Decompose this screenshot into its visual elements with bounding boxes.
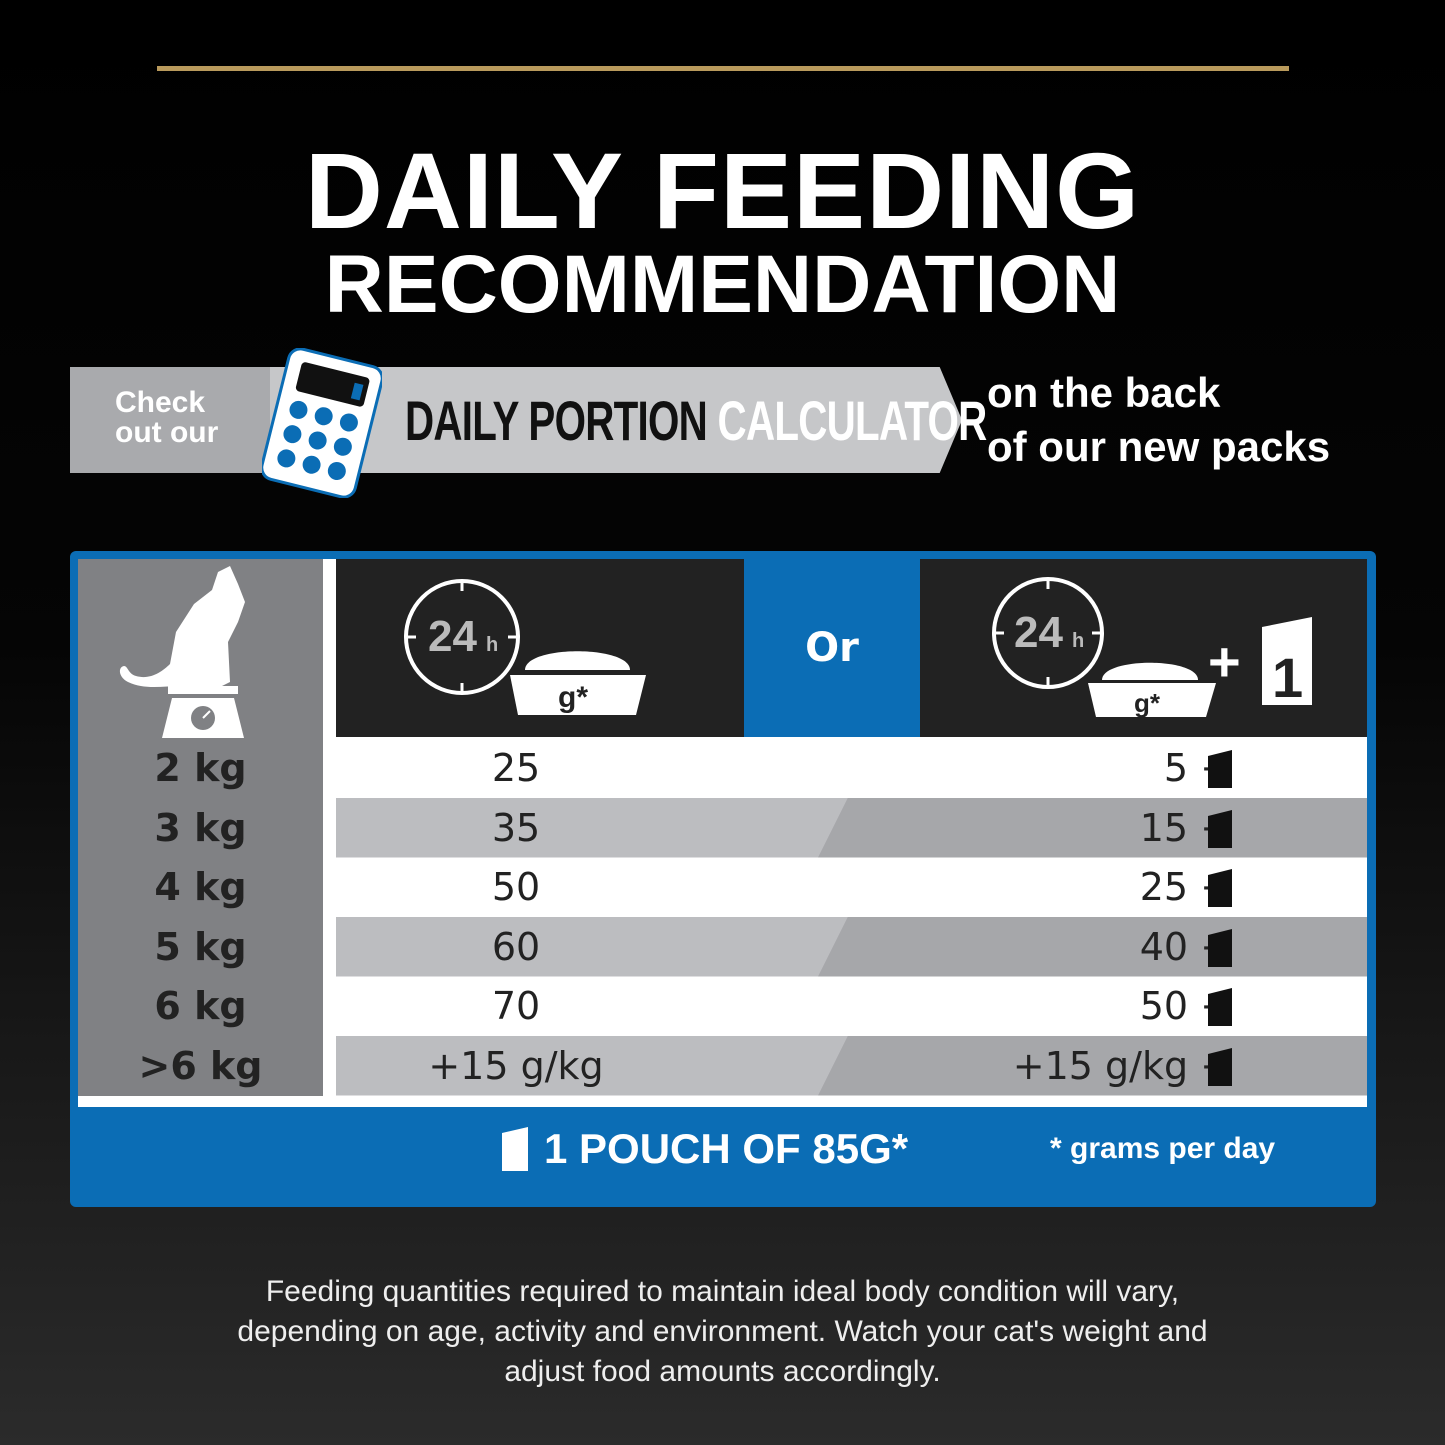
- disclaimer-line: adjust food amounts accordingly.: [504, 1355, 941, 1388]
- banner-left-panel: [70, 367, 270, 473]
- row-bg-right: [818, 976, 1367, 1036]
- or-separator: Or: [744, 559, 920, 737]
- bowl-label: g*: [1134, 688, 1161, 718]
- weight-cell: 6 kg: [78, 976, 323, 1036]
- dry-only-value: 60: [491, 924, 541, 969]
- row-bg-right: [818, 738, 1367, 798]
- pouch-icon: [1208, 928, 1232, 967]
- dry-only-value: 50: [491, 865, 541, 909]
- grams-note: * grams per day: [1050, 1132, 1276, 1165]
- calculator-icon: [262, 348, 382, 498]
- table-row: 6 kg 70 50 +: [78, 976, 1367, 1036]
- clock-hours: 24: [1014, 608, 1063, 657]
- mixed-value: +15 g/kg +: [1012, 1043, 1232, 1088]
- pouch-icon: [1208, 809, 1232, 848]
- pouch-icon: [1208, 988, 1232, 1026]
- check-text: Check out our: [115, 388, 218, 448]
- dry-only-value: 35: [491, 805, 541, 850]
- pouch-count: 1: [1272, 646, 1303, 709]
- dry-only-value: +15 g/kg: [428, 1043, 604, 1088]
- page-title: DAILY FEEDING: [304, 130, 1141, 251]
- page-subtitle: RECOMMENDATION: [324, 239, 1121, 330]
- disclaimer-line: Feeding quantities required to maintain …: [265, 1275, 1180, 1308]
- pouch-legend: 1 POUCH OF 85G*: [500, 1125, 908, 1173]
- back-line1: on the back: [987, 369, 1221, 416]
- row-bg-right: [818, 916, 1367, 977]
- weight-cell: 2 kg: [78, 738, 323, 798]
- weight-cell: 3 kg: [78, 797, 323, 858]
- cat-on-scale-icon: [119, 566, 245, 738]
- check-line1: Check: [115, 386, 206, 419]
- calc-label-part1: DAILY PORTION: [405, 389, 708, 452]
- table-row: 2 kg 25 5 +: [78, 738, 1367, 798]
- row-bg-left: [336, 917, 916, 977]
- gold-divider: [157, 66, 1289, 71]
- row-bg-left: [336, 798, 916, 858]
- pouch-icon: [1208, 1047, 1232, 1086]
- dry-only-value: 70: [491, 984, 541, 1028]
- table-row: 5 kg 60 40 +: [78, 916, 1367, 977]
- back-line2: of our new packs: [987, 423, 1331, 470]
- back-of-pack-text: on the back of our new packs: [987, 366, 1330, 474]
- weight-cell: 4 kg: [78, 857, 323, 917]
- pouch-icon: [502, 1127, 528, 1171]
- dry-only-value: 25: [491, 746, 541, 790]
- plus-sign: +: [1208, 630, 1241, 693]
- table-row: 3 kg 35 15 +: [78, 797, 1367, 858]
- disclaimer-line: depending on age, activity and environme…: [237, 1315, 1208, 1348]
- table-row: 4 kg 50 25 +: [78, 857, 1367, 917]
- table-row: >6 kg +15 g/kg +15 g/kg +: [78, 1035, 1367, 1096]
- clock-bowl-icon: 24 h g*: [404, 579, 646, 715]
- weight-cell: 5 kg: [78, 916, 323, 977]
- pouch-icon: [1208, 750, 1232, 788]
- disclaimer: Feeding quantities required to maintain …: [0, 1272, 1445, 1392]
- clock-hours: 24: [428, 612, 477, 661]
- pouch-legend-text: 1 POUCH OF 85G*: [544, 1125, 909, 1172]
- calc-label-part2: CALCULATOR: [717, 389, 988, 452]
- row-bg-right: [818, 797, 1367, 858]
- calculator-label: DAILY PORTION CALCULATOR: [405, 388, 987, 453]
- check-line2: out our: [115, 416, 219, 449]
- row-bg-right: [818, 1035, 1367, 1096]
- clock-unit: h: [486, 634, 498, 656]
- row-bg-right: [818, 857, 1367, 917]
- pouch-icon: [1208, 869, 1232, 907]
- row-bg-left: [336, 1036, 916, 1096]
- bowl-label: g*: [558, 681, 588, 714]
- clock-unit: h: [1072, 630, 1084, 652]
- weight-cell: >6 kg: [78, 1035, 323, 1096]
- clock-bowl-pouch-icon: 24 h g* + 1: [992, 577, 1312, 718]
